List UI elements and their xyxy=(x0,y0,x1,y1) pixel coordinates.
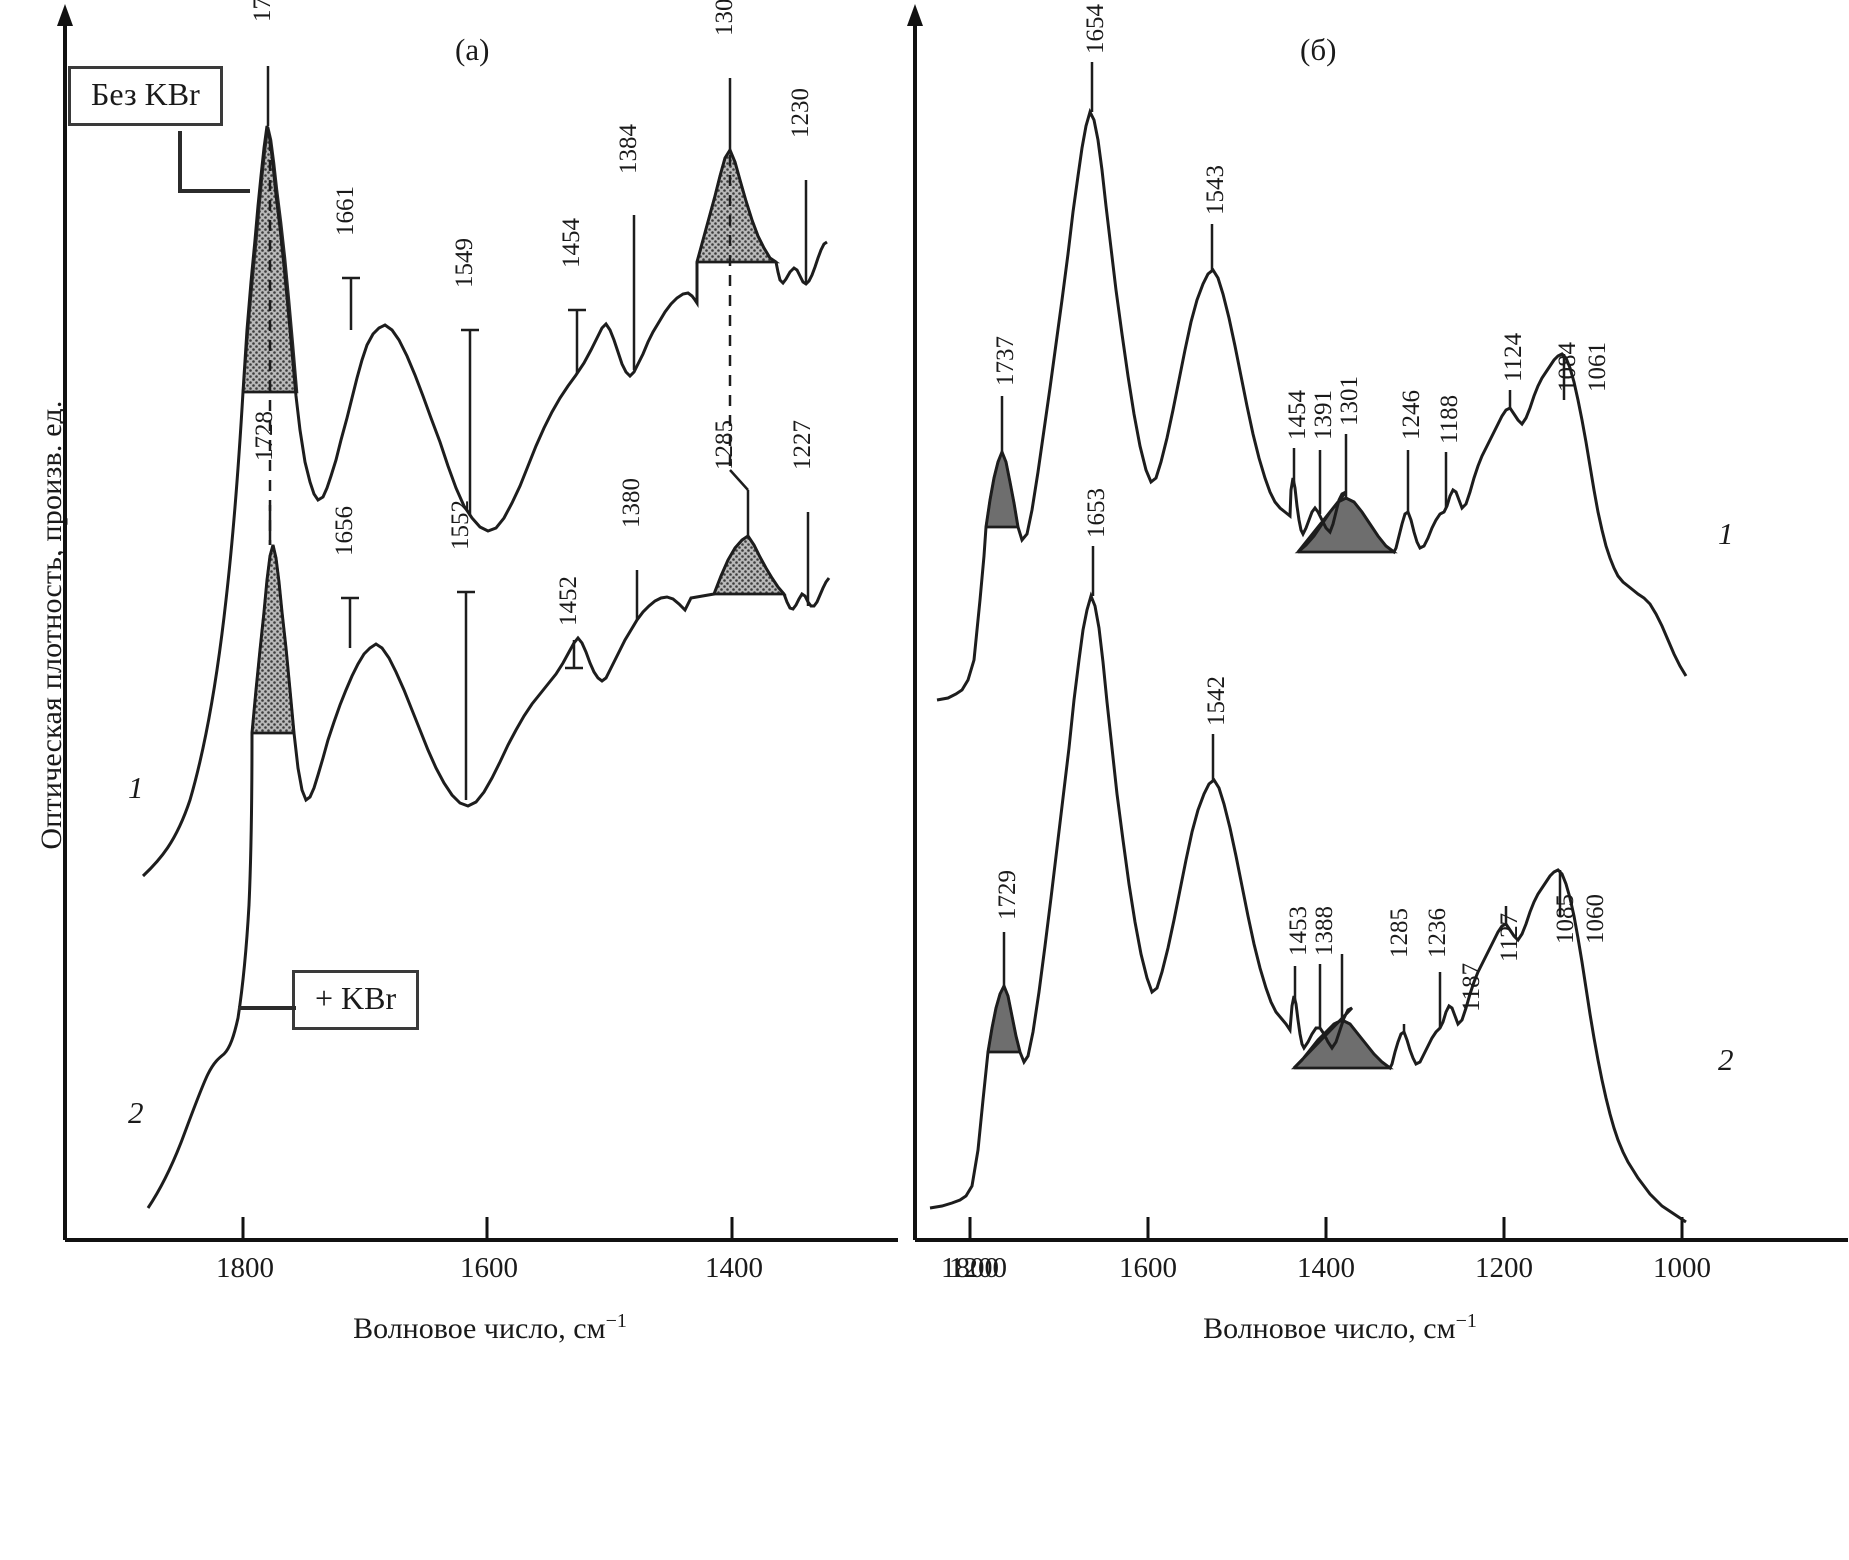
peak-label-b1-1124: 1124 xyxy=(1500,332,1527,382)
panel-a-curve2-leaders xyxy=(268,469,810,800)
peak-label-1552: 1552 xyxy=(447,500,474,550)
panel-a-curve2-shade-1728 xyxy=(250,544,296,735)
peak-label-b1-1061: 1061 xyxy=(1584,342,1611,392)
peak-label-1380: 1380 xyxy=(618,478,645,528)
panel-b-plot xyxy=(907,4,1848,1242)
panel-b-curve1-shade-1246 xyxy=(1294,496,1398,554)
peak-label-1549: 1549 xyxy=(451,238,478,288)
panel-b-curve-id-2: 2 xyxy=(1718,1042,1734,1077)
peak-label-b2-1085: 1085 xyxy=(1552,894,1579,944)
peak-label-1656: 1656 xyxy=(331,506,358,556)
panel-a-dashed-links xyxy=(268,140,732,545)
panel-b-curve2-leaders xyxy=(1002,546,1562,1032)
peak-label-b1-1301: 1301 xyxy=(1336,376,1363,426)
peak-label-1285: 1285 xyxy=(711,420,738,470)
callout-plus-kbr: + KBr xyxy=(292,970,420,1030)
panel-a-tag: (а) xyxy=(455,32,490,67)
panel-b-tick-1200: 1200 xyxy=(1475,1252,1533,1284)
panel-a-curve2 xyxy=(146,533,831,1209)
panel-a-curve-id-2: 2 xyxy=(128,1095,144,1130)
peak-label-b2-1453: 1453 xyxy=(1285,906,1312,956)
peak-label-b2-1729: 1729 xyxy=(994,870,1021,920)
panel-a-x-axis-label-text: Волновое число, см xyxy=(353,1312,606,1345)
peak-label-b1-1391: 1391 xyxy=(1310,390,1337,440)
panel-b-tick-1000: 1000 xyxy=(1653,1252,1711,1284)
panel-a-curve1-leaders xyxy=(266,66,808,516)
peak-label-b2-1653: 1653 xyxy=(1083,488,1110,538)
peak-label-1227: 1227 xyxy=(789,420,816,470)
peak-label-b1-1454: 1454 xyxy=(1284,390,1311,440)
peak-label-b2-1236: 1236 xyxy=(1424,908,1451,958)
peak-label-b2-1285: 1285 xyxy=(1386,908,1413,958)
peak-label-1300: 1300 xyxy=(711,0,738,36)
peak-label-b2-1542: 1542 xyxy=(1203,676,1230,726)
panel-a-x-axis-label: Волновое число, см−1 xyxy=(180,1310,800,1346)
panel-b-x-axis-label: Волновое число, см−1 xyxy=(1030,1310,1650,1346)
peak-label-1230: 1230 xyxy=(787,88,814,138)
peak-label-1452: 1452 xyxy=(555,576,582,626)
panel-b-tag: (б) xyxy=(1300,32,1337,67)
peak-label-b1-1654: 1654 xyxy=(1082,4,1109,54)
panel-a-tick-1400: 1400 xyxy=(705,1252,763,1284)
panel-b-curve2 xyxy=(929,591,1687,1224)
peak-label-b2-1187: 1187 xyxy=(1458,962,1485,1012)
peak-label-b1-1084: 1084 xyxy=(1554,342,1581,392)
panel-b-x-axis-label-text: Волновое число, см xyxy=(1203,1312,1456,1345)
peak-label-b2-1388: 1388 xyxy=(1311,906,1338,956)
panel-a-curve1 xyxy=(141,125,828,878)
panel-b-tick-1600: 1600 xyxy=(1119,1252,1177,1284)
panel-a-tick-1200: 1200 xyxy=(949,1252,1007,1284)
peak-label-1728: 1728 xyxy=(251,411,278,461)
panel-b-tick-1400: 1400 xyxy=(1297,1252,1355,1284)
panel-a-ticks xyxy=(241,1217,734,1240)
panel-b-y-arrow xyxy=(907,4,923,26)
panel-b-curve-id-1: 1 xyxy=(1718,516,1734,551)
peak-label-b2-1127: 1127 xyxy=(1496,912,1523,962)
panel-a-tick-1600: 1600 xyxy=(460,1252,518,1284)
callout-bez-kbr: Без KBr xyxy=(68,66,223,126)
panel-a-x-axis-label-sup: −1 xyxy=(605,1310,627,1332)
panel-a-plot xyxy=(57,4,898,1242)
panel-b-x-axis-label-sup: −1 xyxy=(1455,1310,1477,1332)
panel-b-tick-1800: 1800 xyxy=(941,1252,999,1284)
peak-label-b1-1543: 1543 xyxy=(1202,165,1229,215)
callout-bez-kbr-leader xyxy=(178,131,250,193)
panel-b-curve1 xyxy=(936,107,1688,702)
panel-b-curve1-leaders xyxy=(1000,62,1566,514)
panel-a-y-arrow xyxy=(57,4,73,26)
peak-label-b1-1737: 1737 xyxy=(992,336,1019,386)
peak-label-1454: 1454 xyxy=(558,218,585,268)
peak-label-b1-1188: 1188 xyxy=(1436,394,1463,444)
peak-label-b1-1246: 1246 xyxy=(1398,390,1425,440)
panel-b-ticks xyxy=(968,1217,1684,1240)
peak-label-1384: 1384 xyxy=(615,124,642,174)
peak-label-b2-1060: 1060 xyxy=(1582,894,1609,944)
panel-a-tick-1800: 1800 xyxy=(216,1252,274,1284)
peak-label-1746: 1746 xyxy=(249,0,277,22)
callout-plus-kbr-leader xyxy=(238,1006,296,1010)
panel-a-curve-id-1: 1 xyxy=(128,770,144,805)
